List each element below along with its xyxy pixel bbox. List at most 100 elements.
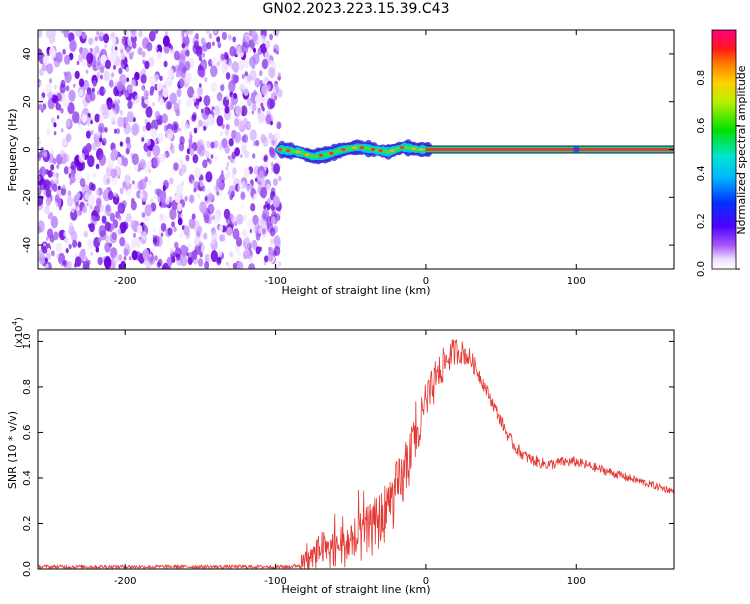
noise-blob bbox=[193, 127, 198, 134]
noise-blob bbox=[56, 164, 60, 170]
noise-blob bbox=[68, 221, 74, 229]
noise-blob bbox=[124, 183, 133, 196]
x-tick-label: 0 bbox=[423, 276, 429, 287]
noise-blob bbox=[179, 232, 184, 239]
noise-blob bbox=[141, 137, 145, 142]
noise-blob bbox=[201, 107, 209, 120]
y-tick-label: 1.0 bbox=[22, 333, 33, 349]
noise-blob bbox=[40, 195, 44, 201]
noise-blob bbox=[186, 98, 192, 108]
noise-blob bbox=[104, 256, 112, 269]
noise-blob bbox=[228, 138, 234, 147]
noise-blob bbox=[72, 111, 80, 124]
noise-blob bbox=[38, 253, 46, 265]
signal-artifact bbox=[573, 145, 580, 154]
noise-blob bbox=[260, 187, 268, 199]
noise-blob bbox=[53, 131, 57, 136]
y-tick-label: 0.8 bbox=[22, 379, 33, 395]
noise-blob bbox=[147, 56, 155, 68]
noise-blob bbox=[73, 83, 76, 88]
noise-blob bbox=[244, 71, 248, 77]
noise-blob bbox=[226, 95, 229, 100]
noise-blob bbox=[130, 79, 136, 88]
noise-blob bbox=[66, 133, 72, 143]
noise-blob bbox=[55, 51, 63, 64]
noise-blob bbox=[79, 249, 86, 260]
noise-blob bbox=[165, 76, 173, 88]
noise-blob bbox=[234, 131, 242, 144]
noise-blob bbox=[66, 196, 74, 207]
noise-blob bbox=[269, 227, 276, 237]
noise-blob bbox=[194, 236, 202, 248]
noise-blob bbox=[173, 226, 177, 233]
noise-blob bbox=[59, 83, 66, 94]
noise-blob bbox=[195, 46, 203, 57]
noise-blob bbox=[204, 261, 210, 269]
noise-blob bbox=[38, 103, 43, 111]
noise-blob bbox=[227, 264, 231, 269]
noise-blob bbox=[99, 137, 103, 143]
noise-blob bbox=[88, 223, 91, 229]
noise-blob bbox=[194, 167, 201, 179]
noise-blob bbox=[173, 162, 179, 171]
noise-blob bbox=[268, 247, 274, 256]
noise-blob bbox=[54, 194, 60, 203]
noise-blob bbox=[93, 216, 98, 222]
noise-blob bbox=[162, 262, 169, 269]
noise-blob bbox=[260, 134, 266, 143]
noise-blob bbox=[131, 250, 138, 261]
noise-blob bbox=[107, 102, 113, 111]
noise-blob bbox=[187, 86, 195, 98]
x-tick-label: 0 bbox=[423, 576, 429, 587]
noise-blob bbox=[273, 178, 278, 187]
noise-blob bbox=[229, 46, 236, 57]
noise-blob bbox=[63, 30, 70, 38]
noise-blob bbox=[241, 135, 246, 143]
noise-blob bbox=[197, 86, 203, 96]
noise-blob bbox=[95, 246, 100, 253]
noise-blob bbox=[261, 105, 264, 111]
noise-blob bbox=[269, 237, 275, 245]
noise-blob bbox=[165, 100, 172, 111]
noise-blob bbox=[252, 53, 260, 65]
noise-blob bbox=[169, 92, 177, 105]
noise-blob bbox=[252, 214, 259, 226]
noise-blob bbox=[269, 33, 273, 41]
noise-blob bbox=[94, 36, 98, 42]
snr-series-line bbox=[38, 338, 674, 569]
noise-blob bbox=[216, 36, 221, 43]
noise-blob bbox=[64, 71, 72, 84]
noise-blob bbox=[179, 136, 185, 145]
noise-blob bbox=[147, 160, 152, 168]
noise-blob bbox=[83, 145, 90, 156]
noise-blob bbox=[193, 40, 199, 49]
snr-x-ticks: -200 -100 0 100 bbox=[114, 330, 586, 587]
noise-blob bbox=[227, 155, 231, 160]
noise-blob bbox=[39, 81, 43, 87]
noise-blob bbox=[56, 115, 60, 120]
noise-blob bbox=[249, 229, 252, 233]
noise-blob bbox=[133, 182, 138, 190]
noise-blob bbox=[131, 153, 139, 165]
noise-blob bbox=[228, 185, 236, 197]
noise-blob bbox=[107, 158, 115, 169]
noise-blob bbox=[139, 191, 144, 199]
noise-blob bbox=[197, 193, 201, 199]
noise-blob bbox=[168, 230, 172, 236]
noise-blob bbox=[58, 185, 61, 191]
noise-blob bbox=[188, 137, 193, 145]
noise-blob bbox=[184, 196, 188, 202]
noise-blob bbox=[99, 114, 105, 124]
noise-blob bbox=[38, 249, 42, 256]
noise-blob bbox=[169, 208, 177, 220]
noise-blob bbox=[45, 263, 49, 269]
noise-blob bbox=[146, 92, 149, 97]
noise-blob bbox=[176, 88, 182, 98]
noise-blob bbox=[240, 203, 244, 209]
noise-blob bbox=[76, 191, 81, 199]
noise-blob bbox=[89, 204, 93, 210]
noise-blob bbox=[125, 46, 131, 55]
snr-exponent-label: (x104) bbox=[11, 317, 25, 348]
noise-blob bbox=[137, 47, 143, 56]
